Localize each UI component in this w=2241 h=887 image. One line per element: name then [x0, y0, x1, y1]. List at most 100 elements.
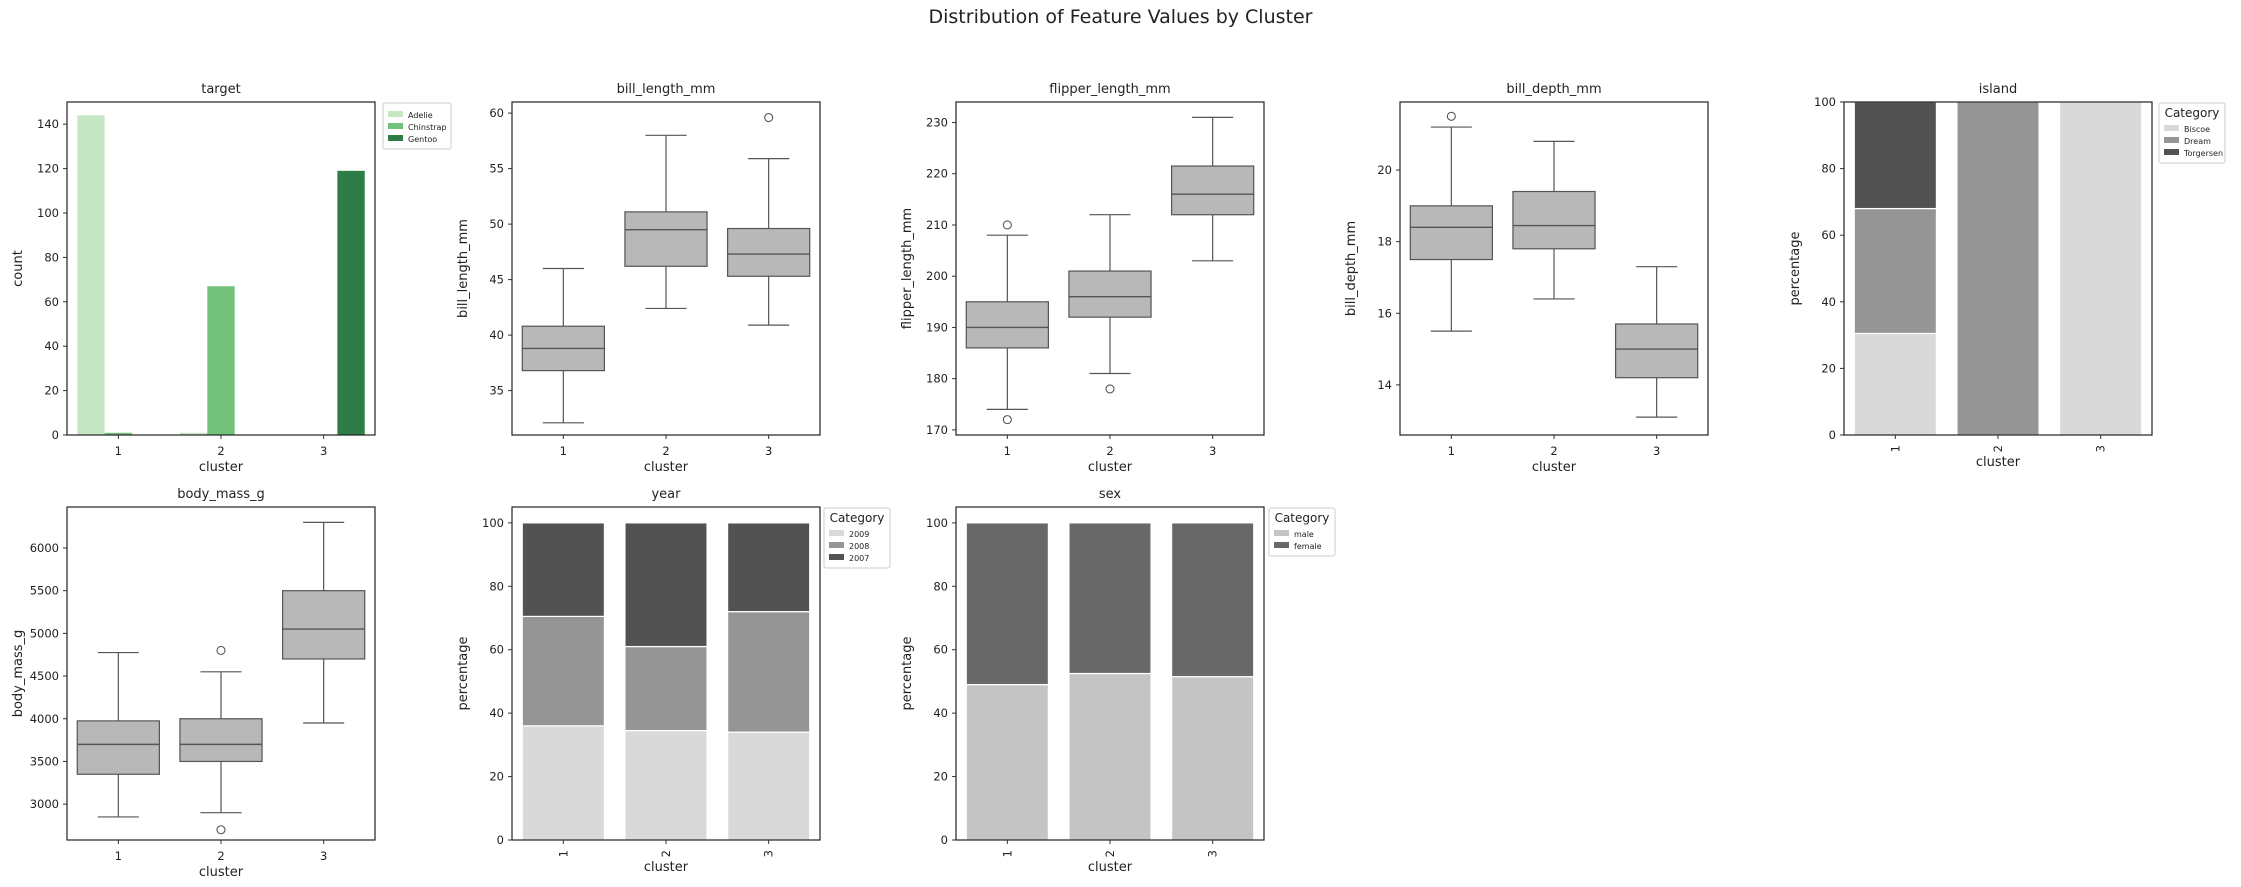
y-tick-label: 60	[44, 295, 59, 309]
y-tick-label: 200	[926, 269, 948, 283]
legend-label-female: female	[1294, 542, 1322, 551]
legend-swatch-dream	[2164, 137, 2179, 143]
bar-chinstrap-cluster-2	[207, 286, 235, 435]
legend-swatch-biscoe	[2164, 125, 2179, 131]
box-cluster-2	[1512, 190, 1596, 250]
y-tick-label: 80	[44, 250, 59, 264]
panel-title: bill_length_mm	[617, 82, 716, 97]
legend-swatch-2008	[829, 542, 844, 548]
x-tick-label: 2	[1991, 445, 2005, 452]
legend: Category Biscoe Dream Torgersen	[2158, 102, 2226, 164]
plot-frame	[511, 506, 821, 841]
panel-title: bill_depth_mm	[1506, 82, 1601, 97]
y-tick-label: 20	[44, 384, 59, 398]
legend-label-torgersen: Torgersen	[2183, 149, 2223, 158]
y-tick-label: 0	[941, 833, 948, 847]
x-tick-label: 3	[765, 444, 772, 458]
y-axis-label: bill_depth_mm	[1344, 221, 1359, 316]
y-tick-label: 45	[489, 273, 504, 287]
y-tick-label: 55	[489, 162, 504, 176]
y-tick-label: 210	[926, 218, 948, 232]
y-tick-label: 40	[1821, 295, 1836, 309]
panel-bill_length_mm: bill_length_mm 35 40 45 50 55 60 bill_length_mm…	[456, 82, 821, 475]
y-tick-label: 80	[933, 579, 948, 593]
y-tick-label: 4000	[30, 712, 59, 726]
legend-label-chinstrap: Chinstrap	[408, 123, 447, 132]
legend-label-2008: 2008	[849, 542, 869, 551]
panel-title: island	[1979, 82, 2017, 97]
y-tick-label: 40	[489, 706, 504, 720]
box-cluster-1	[965, 301, 1049, 349]
legend-swatch-2007	[829, 554, 844, 560]
stacked-bar-2009-cluster-3	[726, 731, 811, 841]
stacked-bar-biscoe-cluster-1	[1853, 332, 1938, 436]
stacked-bar-2009-cluster-1	[521, 725, 605, 841]
y-tick-label: 3500	[30, 754, 59, 768]
y-tick-label: 190	[926, 320, 948, 334]
y-tick-label: 16	[1377, 306, 1392, 320]
stacked-bar-female-cluster-2	[1068, 522, 1152, 675]
panel-target: target 0 20 40 60 80 100 120 140 count 1 2 3 cluster A…	[11, 82, 452, 475]
panel-body_mass_g: body_mass_g 3000 3500 4000 4500 5000 5500 6000 b…	[11, 487, 376, 880]
legend: Category male female	[1268, 507, 1336, 557]
x-tick-label: 3	[762, 850, 776, 857]
legend-label-dream: Dream	[2184, 137, 2211, 146]
stacked-bar-dream-cluster-2	[1956, 101, 2040, 436]
outlier-point	[1002, 220, 1012, 230]
x-tick-label: 2	[1106, 444, 1113, 458]
y-tick-label: 14	[1377, 378, 1392, 392]
box-cluster-3	[1614, 323, 1699, 379]
y-tick-label: 35	[489, 384, 504, 398]
panel-title: sex	[1099, 487, 1122, 502]
y-tick-label: 140	[37, 117, 59, 131]
x-tick-label: 3	[1209, 444, 1216, 458]
y-tick-label: 40	[44, 339, 59, 353]
outlier-point	[764, 112, 774, 123]
y-tick-label: 100	[37, 206, 59, 220]
x-tick-label: 3	[320, 444, 327, 458]
x-tick-label: 2	[1103, 850, 1117, 857]
stacked-bar-torgersen-cluster-1	[1853, 101, 1938, 210]
plot-frame	[66, 101, 376, 436]
legend-label-gentoo: Gentoo	[408, 135, 437, 144]
bar-chinstrap-cluster-1	[104, 432, 133, 435]
stacked-bar-biscoe-cluster-3	[2059, 101, 2143, 436]
x-axis-label: cluster	[1088, 460, 1133, 475]
x-tick-label: 1	[556, 850, 570, 857]
legend-title: Category	[830, 511, 885, 525]
x-axis-label: cluster	[644, 460, 689, 475]
x-axis-label: cluster	[1532, 460, 1577, 475]
y-axis-label: flipper_length_mm	[900, 208, 915, 329]
x-tick-label: 1	[1448, 444, 1455, 458]
y-tick-label: 100	[482, 516, 504, 530]
legend-title: Category	[2165, 106, 2220, 120]
stacked-bar-male-cluster-2	[1068, 672, 1152, 841]
y-tick-label: 80	[1821, 162, 1836, 176]
box-cluster-2	[179, 718, 263, 763]
y-tick-label: 60	[489, 106, 504, 120]
legend-swatch-torgersen	[2164, 149, 2179, 155]
plot-frame	[511, 101, 821, 436]
panel-bill_depth_mm: bill_depth_mm 14 16 18 20 bill_depth_mm 1 2 3 clu…	[1344, 82, 1709, 475]
y-tick-label: 60	[933, 643, 948, 657]
x-axis-label: cluster	[1976, 455, 2021, 470]
y-tick-label: 20	[1821, 361, 1836, 375]
legend-label-2007: 2007	[849, 554, 869, 563]
stacked-bar-female-cluster-3	[1170, 522, 1255, 678]
x-axis-label: cluster	[1088, 860, 1133, 875]
panel-year: year 0 20 40 60 80 100 percentage 1 2 3 cluster Cate…	[456, 487, 891, 875]
plot-frame	[955, 506, 1265, 841]
x-tick-label: 1	[115, 444, 122, 458]
x-tick-label: 2	[217, 849, 224, 863]
y-axis-label: percentage	[456, 636, 471, 710]
outlier-point	[1446, 111, 1456, 121]
plot-frame	[1399, 101, 1709, 436]
x-tick-label: 1	[115, 849, 122, 863]
y-tick-label: 220	[926, 167, 948, 181]
y-axis-label: body_mass_g	[11, 630, 26, 718]
x-tick-label: 3	[1653, 444, 1660, 458]
legend-label-male: male	[1294, 530, 1314, 539]
x-tick-label: 2	[1550, 444, 1557, 458]
x-axis-label: cluster	[644, 860, 689, 875]
y-tick-label: 20	[933, 770, 948, 784]
